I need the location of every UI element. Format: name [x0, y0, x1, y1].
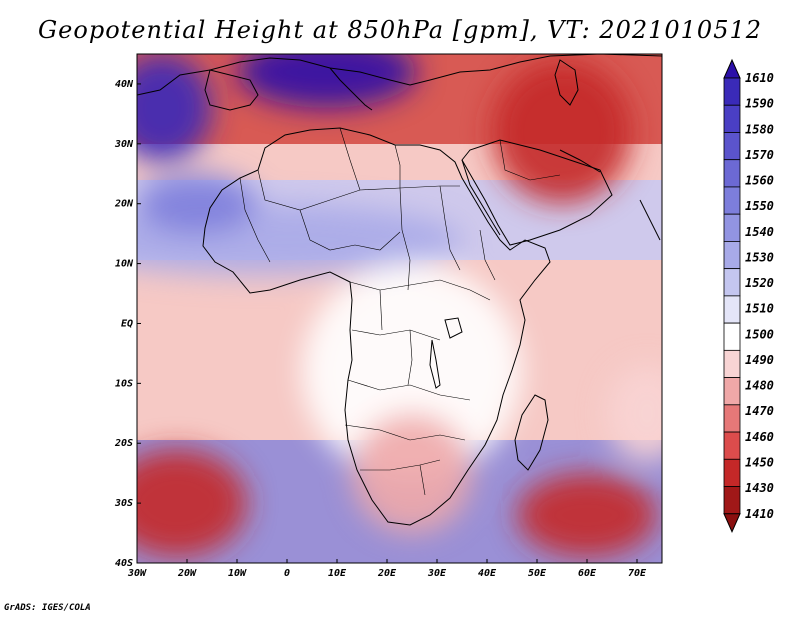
chart-title: Geopotential Height at 850hPa [gpm], VT:…	[38, 16, 762, 44]
colorbar-label: 1550	[745, 199, 774, 213]
region-central-africa	[302, 263, 522, 480]
region-south-atlantic-low	[137, 449, 247, 557]
colorbar-label: 1610	[745, 71, 774, 85]
colorbar-swatch	[723, 268, 741, 297]
colorbar-label: 1490	[745, 353, 774, 367]
caspian-coastline	[554, 59, 579, 106]
colorbar-swatch	[723, 77, 741, 106]
colorbar-swatch	[723, 431, 741, 460]
lon-tick-label: 10W	[228, 568, 247, 579]
colorbar-label: 1450	[745, 455, 774, 469]
lon-tick-label: 30W	[127, 568, 147, 579]
colorbar-label: 1520	[745, 276, 774, 290]
colorbar-swatch	[723, 349, 741, 378]
colorbar-swatch	[723, 295, 741, 324]
coastlines	[137, 54, 662, 526]
colorbar-swatch	[723, 213, 741, 242]
colorbar-swatch	[723, 458, 741, 487]
lake-victoria	[444, 317, 463, 339]
colorbar-swatch	[723, 186, 741, 215]
country-borders	[239, 127, 561, 496]
colorbar-swatch	[723, 132, 741, 161]
colorbar-label: 1510	[745, 302, 774, 316]
region-madagascar-high	[607, 365, 662, 462]
arabia-coastline	[461, 139, 613, 246]
colorbar-label: 1410	[745, 507, 774, 521]
lat-tick-label: EQ	[121, 318, 133, 329]
colorbar-label: 1470	[745, 404, 774, 418]
colorbar-swatch	[723, 322, 741, 351]
lat-tick-label: 10N	[115, 259, 134, 270]
lat-tick-label: 10S	[115, 378, 133, 389]
colorbar-label: 1530	[745, 250, 774, 264]
lat-tick-label: 40S	[115, 558, 133, 569]
europe-coastline	[137, 54, 662, 96]
colorbar-label: 1430	[745, 481, 774, 495]
colorbar-label: 1540	[745, 225, 774, 239]
africa-coastline	[202, 127, 551, 526]
colorbar-swatch	[723, 241, 741, 270]
iberia-coastline	[204, 69, 259, 111]
longitude-axis: 30W 20W 10W 0 10E 20E 30E 40E 50E 60E 70E	[127, 559, 647, 579]
colorbar-label: 1570	[745, 148, 774, 162]
lat-tick-label: 20N	[114, 199, 134, 210]
lon-tick-label: 20E	[377, 568, 397, 579]
lon-tick-label: 10E	[328, 568, 347, 579]
region-indian-ocean-low	[517, 473, 657, 558]
lon-tick-label: 0	[284, 568, 290, 579]
colorbar-label: 1480	[745, 379, 774, 393]
height-field-regions	[137, 54, 662, 558]
region-southern-africa	[352, 413, 472, 534]
latitude-axis: 40N 30N 20N 10N EQ 10S 20S 30S 40S	[114, 79, 141, 569]
lon-tick-label: 50E	[528, 568, 547, 579]
colorbar-label: 1580	[745, 122, 774, 136]
colorbar-swatch	[723, 377, 741, 406]
colorbar-label: 1460	[745, 430, 774, 444]
lon-tick-label: 20W	[177, 568, 197, 579]
madagascar-coastline	[514, 394, 549, 471]
colorbar-label: 1590	[745, 97, 774, 111]
colorbar-swatch	[723, 159, 741, 188]
colorbar: 1610 1590 1580 1570 1560 1550 1540 1530 1520 1510…	[723, 58, 774, 533]
red-sea	[461, 159, 501, 236]
footer-credit: GrADS: IGES/COLA	[4, 603, 91, 613]
persian-gulf	[559, 149, 601, 173]
colorbar-swatch	[723, 486, 741, 515]
lake-tanganyika	[429, 339, 441, 389]
lon-tick-label: 30E	[427, 568, 447, 579]
colorbar-min-arrow	[723, 513, 741, 533]
colorbar-swatch	[723, 104, 741, 133]
lat-tick-label: 40N	[115, 79, 134, 90]
lat-tick-label: 30S	[114, 498, 133, 509]
plot-frame	[136, 53, 663, 564]
region-west-africa-trough	[137, 173, 257, 234]
region-north-atlantic-high	[137, 54, 212, 162]
india-coast	[639, 199, 661, 241]
colorbar-label: 1560	[745, 174, 774, 188]
colorbar-swatch	[723, 404, 741, 433]
lon-tick-label: 40E	[478, 568, 497, 579]
colorbar-label: 1500	[745, 327, 774, 341]
lon-tick-label: 60E	[578, 568, 597, 579]
lat-tick-label: 30N	[114, 139, 134, 150]
lon-tick-label: 70E	[628, 568, 647, 579]
region-mediterranean-high	[237, 54, 417, 108]
lat-tick-label: 20S	[114, 438, 133, 449]
region-middle-east-low	[492, 59, 632, 204]
colorbar-max-arrow	[723, 58, 741, 79]
italy-coastline	[329, 67, 373, 111]
